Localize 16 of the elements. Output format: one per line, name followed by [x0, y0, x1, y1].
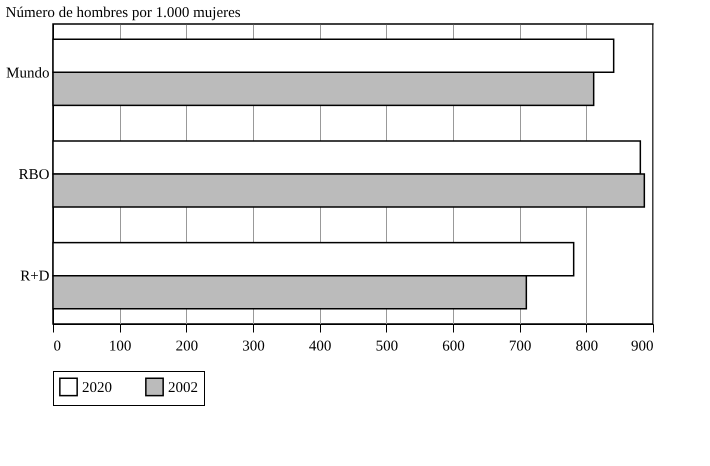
x-tick-label: 0 — [54, 338, 61, 354]
x-tick-label: 800 — [576, 338, 598, 354]
y-tick-label: RBO — [18, 167, 50, 183]
x-tick-label: 700 — [508, 338, 532, 354]
legend-label: 2002 — [168, 380, 198, 396]
chart-title: Número de hombres por 1.000 mujeres — [6, 5, 241, 21]
x-tick-label: 400 — [308, 338, 332, 354]
y-tick-label: R+D — [20, 268, 50, 285]
x-tick-label: 100 — [108, 338, 132, 354]
x-tick-label: 200 — [176, 338, 198, 354]
y-tick-label: Mundo — [6, 65, 50, 82]
x-tick-label: 900 — [631, 338, 654, 354]
x-tick-label: 300 — [242, 338, 265, 354]
x-tick-label: 500 — [376, 338, 398, 354]
x-tick-label: 600 — [442, 338, 465, 354]
legend-label: 2020 — [82, 380, 112, 396]
